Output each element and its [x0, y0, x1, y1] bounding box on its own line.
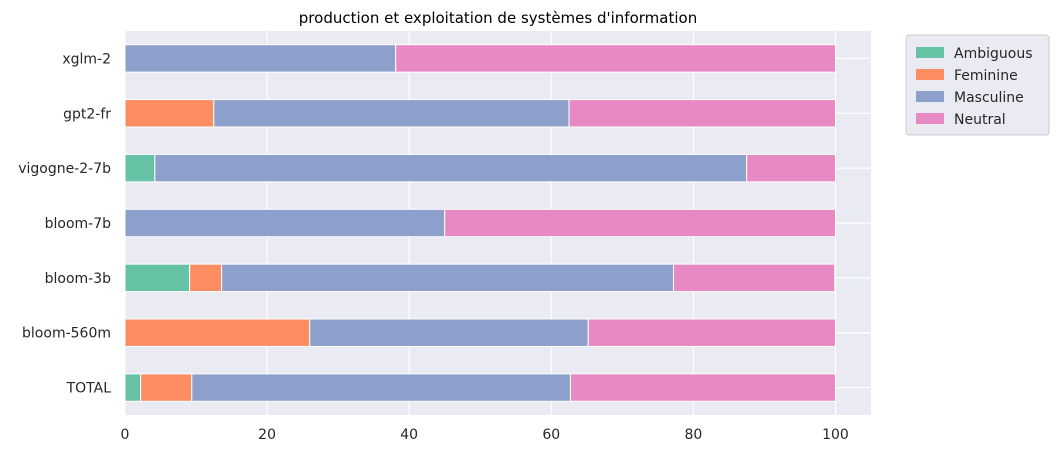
bar-ambiguous-total [124, 373, 142, 402]
bar-masculine-bloom-3b [221, 263, 674, 293]
bar-ambiguous-vigogne-2-7b [124, 153, 156, 183]
y-tick-label: bloom-7b [45, 216, 112, 232]
bar-neutral-bloom-3b [672, 263, 836, 293]
x-tick-label: 0 [121, 427, 130, 443]
bar-neutral-bloom-560m [587, 318, 836, 347]
bar-feminine-bloom-560m [124, 318, 311, 347]
bar-feminine-gpt2-fr [124, 99, 215, 128]
bar-neutral-xglm-2 [395, 44, 836, 73]
legend-label-neutral: Neutral [954, 112, 1006, 128]
bar-neutral-bloom-7b [444, 208, 836, 238]
y-tick-label: TOTAL [66, 381, 112, 397]
x-tick-label: 60 [542, 427, 560, 443]
bar-masculine-bloom-560m [309, 318, 589, 347]
y-tick-label: bloom-560m [22, 326, 111, 342]
legend-swatch-ambiguous [916, 47, 944, 58]
bar-neutral-total [569, 373, 836, 402]
x-tick-label: 100 [822, 427, 849, 443]
y-tick-label: xglm-2 [62, 51, 111, 67]
legend-swatch-feminine [916, 69, 944, 80]
x-tick-label: 20 [258, 427, 276, 443]
legend: Ambiguous Feminine Masculine Neutral [905, 34, 1050, 136]
bar-masculine-vigogne-2-7b [154, 153, 748, 183]
bar-neutral-vigogne-2-7b [746, 153, 836, 183]
chart-title: production et exploitation de systèmes d… [299, 9, 697, 27]
bars [124, 44, 836, 402]
legend-swatch-masculine [916, 91, 944, 102]
bar-feminine-bloom-3b [189, 263, 223, 293]
bar-ambiguous-bloom-3b [124, 263, 191, 293]
legend-label-masculine: Masculine [954, 90, 1024, 106]
bar-neutral-gpt2-fr [568, 99, 836, 128]
y-tick-label: bloom-3b [45, 271, 112, 287]
y-tick-labels: xglm-2 gpt2-fr vigogne-2-7b bloom-7b bloom-3… [18, 51, 111, 396]
bar-feminine-total [140, 373, 193, 402]
y-tick-label: gpt2-fr [63, 106, 111, 122]
legend-swatch-neutral [916, 113, 944, 124]
x-tick-labels: 0 20 40 60 80 100 [121, 427, 849, 443]
legend-box [905, 34, 1050, 136]
bar-masculine-bloom-7b [124, 208, 446, 238]
bar-masculine-gpt2-fr [213, 99, 570, 128]
x-tick-label: 80 [684, 427, 702, 443]
y-tick-label: vigogne-2-7b [18, 161, 111, 177]
bar-masculine-total [191, 373, 571, 402]
bar-masculine-xglm-2 [124, 44, 397, 73]
x-tick-label: 40 [400, 427, 418, 443]
legend-label-ambiguous: Ambiguous [954, 46, 1032, 62]
legend-label-feminine: Feminine [954, 68, 1018, 84]
